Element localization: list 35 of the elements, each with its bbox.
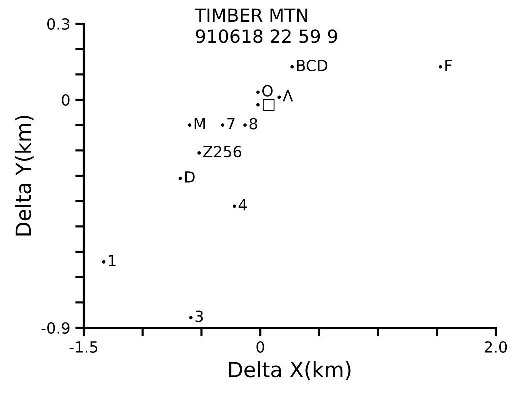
chart-title: TIMBER MTN [194, 8, 308, 22]
annotation: 8 [250, 118, 258, 130]
x-tick-label: 0 [256, 341, 264, 354]
y-tick-label: 0.3 [48, 18, 70, 30]
chart-subtitle: 910618 22 59 9 [196, 30, 338, 44]
annotation: Λ [282, 90, 294, 102]
x-tick-label: -1.5 [70, 342, 98, 354]
point [221, 124, 225, 128]
point [244, 124, 247, 128]
point [256, 90, 260, 94]
annotation: D [185, 172, 195, 183]
point [232, 204, 236, 208]
annotation: BCD [297, 60, 328, 72]
annotation: F [446, 60, 452, 72]
x-tick-label: 2.0 [484, 341, 508, 354]
annotation: 4 [238, 199, 248, 211]
y-axis-title: Delta Y(km) [15, 116, 34, 236]
point [102, 260, 106, 264]
annotation: M [194, 118, 206, 130]
annotation: 7 [228, 118, 235, 130]
annotation: □ [263, 99, 275, 112]
annotation: Z256 [204, 146, 242, 158]
annotation: 1 [109, 255, 116, 266]
x-axis-title: Delta X(km) [230, 362, 351, 380]
y-tick-label: 0 [62, 94, 70, 106]
point [189, 316, 193, 320]
point [278, 96, 282, 100]
point [188, 124, 192, 128]
point [198, 152, 202, 155]
point [256, 103, 260, 107]
y-tick-label: -0.9 [42, 322, 70, 334]
annotation: 3 [196, 310, 204, 322]
point [290, 65, 294, 69]
annotation: O [262, 85, 273, 97]
point [438, 65, 442, 69]
